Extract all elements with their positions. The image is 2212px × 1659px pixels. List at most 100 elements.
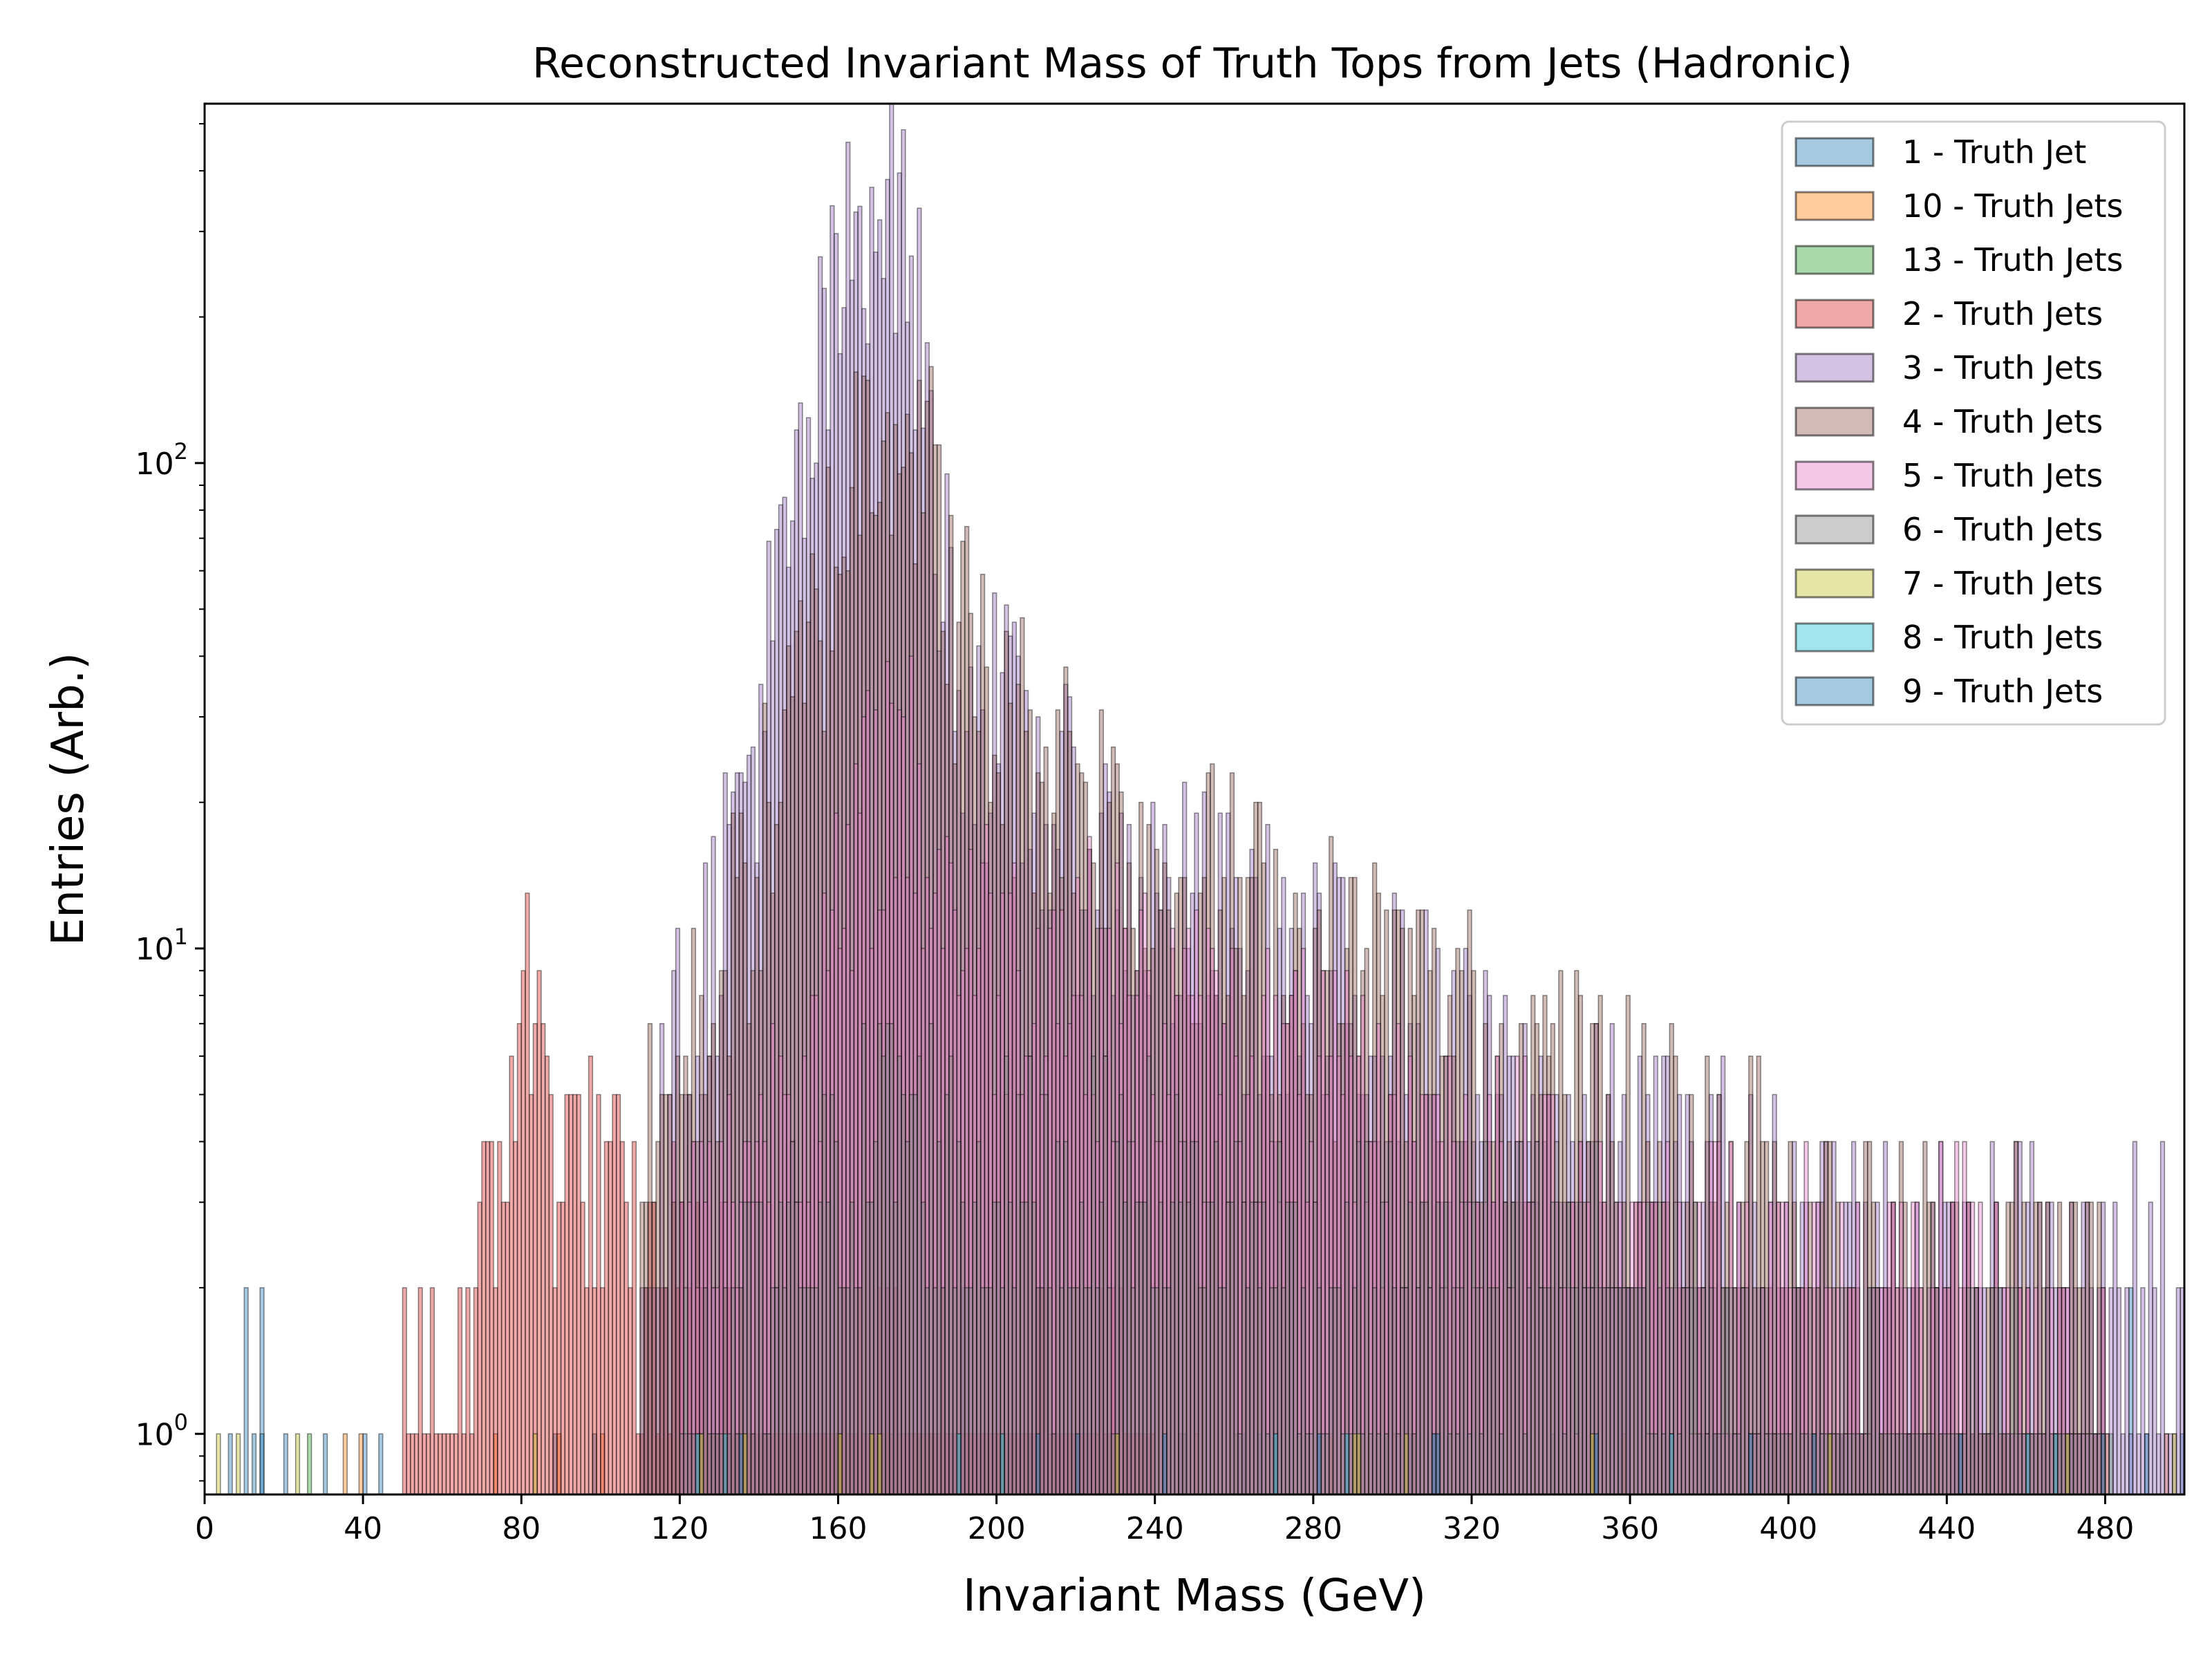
histogram-bar — [659, 1094, 665, 1495]
histogram-bar — [912, 1094, 918, 1495]
y-tick-exponent: 1 — [174, 924, 188, 950]
histogram-bar — [600, 1287, 606, 1495]
histogram-bar — [1542, 1287, 1548, 1495]
histogram-bar — [493, 1287, 498, 1495]
histogram-bar — [1633, 1287, 1639, 1495]
histogram-bar — [1316, 1433, 1322, 1495]
histogram-bar — [2001, 1433, 2007, 1495]
histogram-bar — [1661, 1433, 1667, 1495]
histogram-bar — [1008, 1201, 1013, 1495]
histogram-bar — [897, 1056, 902, 1495]
histogram-bar — [1994, 1287, 1999, 1495]
histogram-bar — [1087, 1287, 1092, 1495]
histogram-bar — [2013, 1287, 2019, 1495]
histogram-bar — [544, 1056, 550, 1495]
histogram-bar — [1249, 1201, 1255, 1495]
histogram-bar — [410, 1433, 415, 1495]
histogram-bar — [2069, 1433, 2074, 1495]
histogram-bar — [921, 1201, 926, 1495]
y-axis-label: Entries (Arb.) — [43, 653, 94, 946]
histogram-bar — [516, 1023, 522, 1495]
histogram-bar — [521, 970, 526, 1495]
histogram-bar — [1178, 1201, 1183, 1495]
histogram-bar — [952, 1287, 958, 1495]
histogram-bar — [307, 1433, 312, 1495]
histogram-bar — [2072, 1433, 2079, 1495]
histogram-bar — [940, 1287, 946, 1495]
histogram-bar — [1582, 1287, 1587, 1495]
histogram-bar — [956, 1433, 962, 1495]
histogram-bar — [1095, 1287, 1100, 1495]
histogram-bar — [1895, 1433, 1900, 1495]
histogram-bar — [592, 1287, 597, 1495]
histogram-bar — [251, 1433, 257, 1495]
legend-label: 2 - Truth Jets — [1902, 295, 2103, 332]
histogram-bar — [1015, 1094, 1021, 1495]
legend-swatch — [1794, 245, 1875, 275]
histogram-bar — [445, 1433, 451, 1495]
histogram-bar — [2175, 1287, 2181, 1495]
histogram-bar — [1875, 1287, 1880, 1495]
x-tick-label: 240 — [1126, 1511, 1184, 1546]
x-tick-label: 120 — [650, 1511, 709, 1546]
histogram-bar — [1586, 1287, 1591, 1495]
histogram-bar — [1792, 1287, 1797, 1495]
x-tick-label: 160 — [809, 1511, 867, 1546]
histogram-bar — [1958, 1433, 1963, 1495]
histogram-bar — [1756, 1056, 1761, 1495]
histogram-bar — [1400, 1287, 1405, 1495]
histogram-bar — [1653, 1433, 1658, 1495]
histogram-bar — [794, 1201, 799, 1495]
histogram-bar — [1356, 1433, 1362, 1495]
histogram-bar — [1882, 1433, 1888, 1495]
histogram-bar — [675, 1056, 681, 1495]
histogram-bar — [1391, 1287, 1397, 1495]
histogram-bar — [2085, 1433, 2090, 1495]
histogram-bar — [1344, 1433, 1350, 1495]
histogram-bar — [1680, 1287, 1686, 1495]
histogram-bar — [2112, 1201, 2118, 1495]
histogram-bar — [758, 1201, 764, 1495]
y-tick-exponent: 2 — [174, 438, 188, 465]
histogram-bar — [2053, 1433, 2059, 1495]
histogram-bar — [1721, 1287, 1726, 1495]
histogram-bar — [821, 1094, 827, 1495]
histogram-bar — [1911, 1433, 1916, 1495]
histogram-bar — [702, 1287, 709, 1495]
histogram-bar — [1597, 1287, 1603, 1495]
histogram-bar — [1669, 1023, 1674, 1495]
histogram-bar — [1712, 1433, 1718, 1495]
x-tick-label: 440 — [1918, 1511, 1976, 1546]
histogram-bar — [1783, 1433, 1789, 1495]
histogram-bar — [976, 1141, 982, 1495]
histogram-bar — [1705, 1433, 1710, 1495]
histogram-bar — [1229, 1201, 1235, 1495]
histogram-bar — [1724, 1287, 1730, 1495]
x-tick-label: 320 — [1443, 1511, 1501, 1546]
histogram-bar — [1376, 1023, 1381, 1495]
histogram-bar — [1130, 1287, 1136, 1495]
histogram-bar — [1043, 1094, 1049, 1495]
histogram-bar — [1609, 1287, 1615, 1495]
histogram-bar — [778, 1201, 784, 1495]
histogram-bar — [1067, 1287, 1073, 1495]
y-tick-base: 10 — [135, 447, 174, 482]
histogram-bar — [845, 1287, 851, 1495]
histogram-bar — [877, 1433, 883, 1495]
histogram-bar — [1387, 1141, 1394, 1495]
histogram-bar — [2120, 1433, 2126, 1495]
x-tick-label: 480 — [2076, 1511, 2134, 1546]
histogram-bar — [1824, 1433, 1829, 1495]
histogram-bar — [2132, 1141, 2137, 1495]
histogram-bar — [1091, 1056, 1096, 1495]
histogram-bar — [889, 1023, 894, 1495]
histogram-bar — [426, 1433, 431, 1495]
histogram-bar — [1673, 1201, 1678, 1495]
histogram-bar — [532, 1433, 538, 1495]
legend-swatch — [1794, 191, 1875, 221]
legend-label: 10 - Truth Jets — [1902, 187, 2123, 225]
histogram-bar — [1938, 1433, 1944, 1495]
histogram-bar — [1851, 1433, 1857, 1495]
histogram-bar — [1954, 1433, 1960, 1495]
